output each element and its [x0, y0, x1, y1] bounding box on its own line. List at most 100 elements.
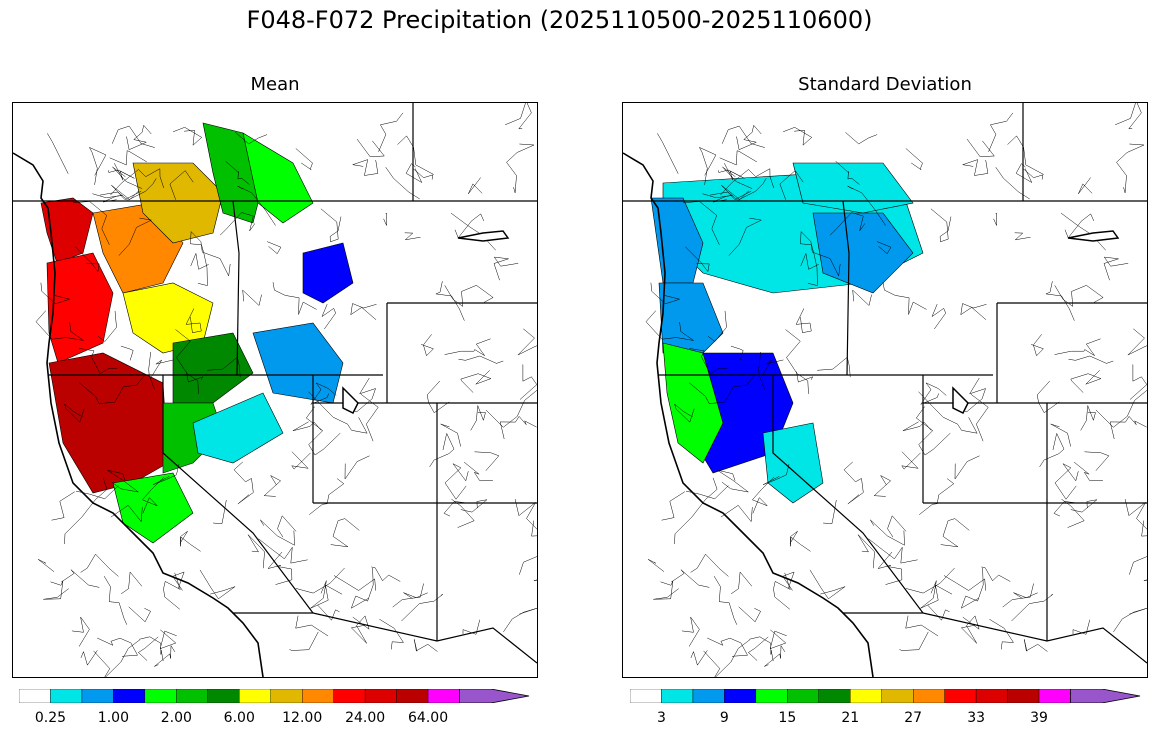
- basin-line: [1050, 423, 1071, 447]
- basin-line: [1113, 608, 1147, 633]
- basin-line: [1103, 256, 1129, 281]
- colorbar-stddev-ticks: 3 9 15 21 27 33 39: [630, 710, 1142, 730]
- basin-line: [344, 455, 370, 480]
- basin-line: [40, 282, 71, 305]
- basin-line: [137, 636, 159, 661]
- region-montana-west-b: [172, 332, 254, 404]
- basin-line: [378, 112, 404, 152]
- basin-line: [317, 604, 340, 621]
- basin-line: [75, 246, 100, 273]
- basin-line: [720, 504, 753, 523]
- map-stddev: [622, 102, 1148, 678]
- basin-line: [154, 644, 176, 667]
- basin-line: [650, 282, 681, 305]
- basin-line: [485, 389, 537, 428]
- basin-line: [444, 463, 469, 500]
- basin-line: [295, 567, 345, 594]
- colorbar-mean-ticks: 0.25 1.00 2.00 6.00 12.00 24.00 64.00: [19, 710, 531, 730]
- basin-line: [661, 491, 685, 521]
- basin-line: [1084, 451, 1110, 471]
- basin-line: [1054, 285, 1104, 307]
- basin-line: [870, 519, 905, 546]
- colorbar-segment: [1038, 689, 1071, 703]
- state-boundaries: [623, 103, 1147, 664]
- basin-line: [749, 636, 774, 662]
- basin-line: [681, 616, 700, 647]
- basin-line: [920, 382, 947, 405]
- basin-line: [392, 583, 424, 608]
- basin-line: [64, 403, 85, 423]
- basin-line: [954, 455, 980, 480]
- basin-line: [330, 518, 360, 548]
- great-salt-lake: [342, 386, 359, 415]
- basin-line: [371, 566, 401, 582]
- basin-line: [960, 615, 980, 644]
- basin-line: [47, 133, 69, 174]
- basin-line: [1124, 499, 1147, 537]
- basin-line: [905, 615, 939, 637]
- basin-line: [93, 639, 140, 677]
- basin-line: [233, 461, 254, 505]
- basin-line: [722, 166, 753, 189]
- basin-line: [403, 592, 428, 599]
- basin-line: [272, 282, 317, 315]
- basin-line: [1023, 639, 1048, 652]
- region-coastal-washington: [40, 197, 94, 264]
- basin-line: [779, 170, 804, 200]
- colorbar-tick-label: 3: [656, 710, 666, 726]
- colorbar-segment: [661, 689, 694, 703]
- basin-line: [152, 464, 180, 485]
- colorbar-segment: [459, 689, 530, 703]
- colorbar-segment: [630, 689, 662, 703]
- basin-line: [738, 606, 761, 623]
- basin-line: [460, 499, 488, 513]
- colorbar-segment: [850, 689, 882, 703]
- basin-line: [703, 639, 750, 677]
- coastline: [13, 152, 264, 677]
- basin-line: [698, 146, 717, 185]
- basin-line: [1095, 389, 1147, 428]
- colorbar-segment: [1070, 689, 1141, 703]
- basin-line: [1129, 556, 1147, 581]
- basin-line: [78, 348, 118, 375]
- colorbar-segment: [1007, 689, 1040, 703]
- basin-line: [918, 391, 978, 434]
- basin-line: [995, 167, 1030, 200]
- basin-line: [118, 217, 153, 256]
- basin-line: [310, 580, 343, 609]
- basin-line: [1068, 355, 1114, 364]
- basin-line: [868, 538, 918, 564]
- basin-line: [295, 148, 313, 171]
- basin-line: [242, 289, 262, 306]
- basin-line: [1129, 364, 1147, 400]
- basin-line: [719, 150, 757, 166]
- basin-line: [440, 423, 461, 447]
- basin-line: [443, 501, 466, 517]
- basin-line: [1115, 103, 1142, 130]
- basin-line: [1127, 328, 1147, 356]
- basin-line: [931, 304, 946, 330]
- basin-line: [1064, 213, 1095, 239]
- basin-line: [43, 580, 69, 600]
- basin-line: [960, 567, 984, 609]
- colorbar-segment: [364, 689, 397, 703]
- basin-line: [674, 403, 695, 423]
- basin-line: [709, 178, 767, 201]
- boundary-line: [162, 375, 314, 614]
- basin-line: [514, 499, 537, 537]
- basin-line: [728, 217, 763, 256]
- basin-line: [1116, 143, 1145, 193]
- basin-line: [97, 310, 117, 342]
- basin-line: [175, 329, 199, 394]
- colorbar-segment: [944, 689, 977, 703]
- basin-line: [721, 125, 765, 148]
- basin-line: [305, 406, 341, 456]
- basin-line: [1002, 583, 1034, 608]
- basin-line: [645, 310, 694, 341]
- basin-line: [190, 252, 209, 270]
- basin-line: [120, 345, 134, 361]
- basin-line: [789, 531, 811, 552]
- basin-line: [852, 289, 872, 306]
- colorbar-segment: [692, 689, 725, 703]
- basin-line: [785, 329, 809, 394]
